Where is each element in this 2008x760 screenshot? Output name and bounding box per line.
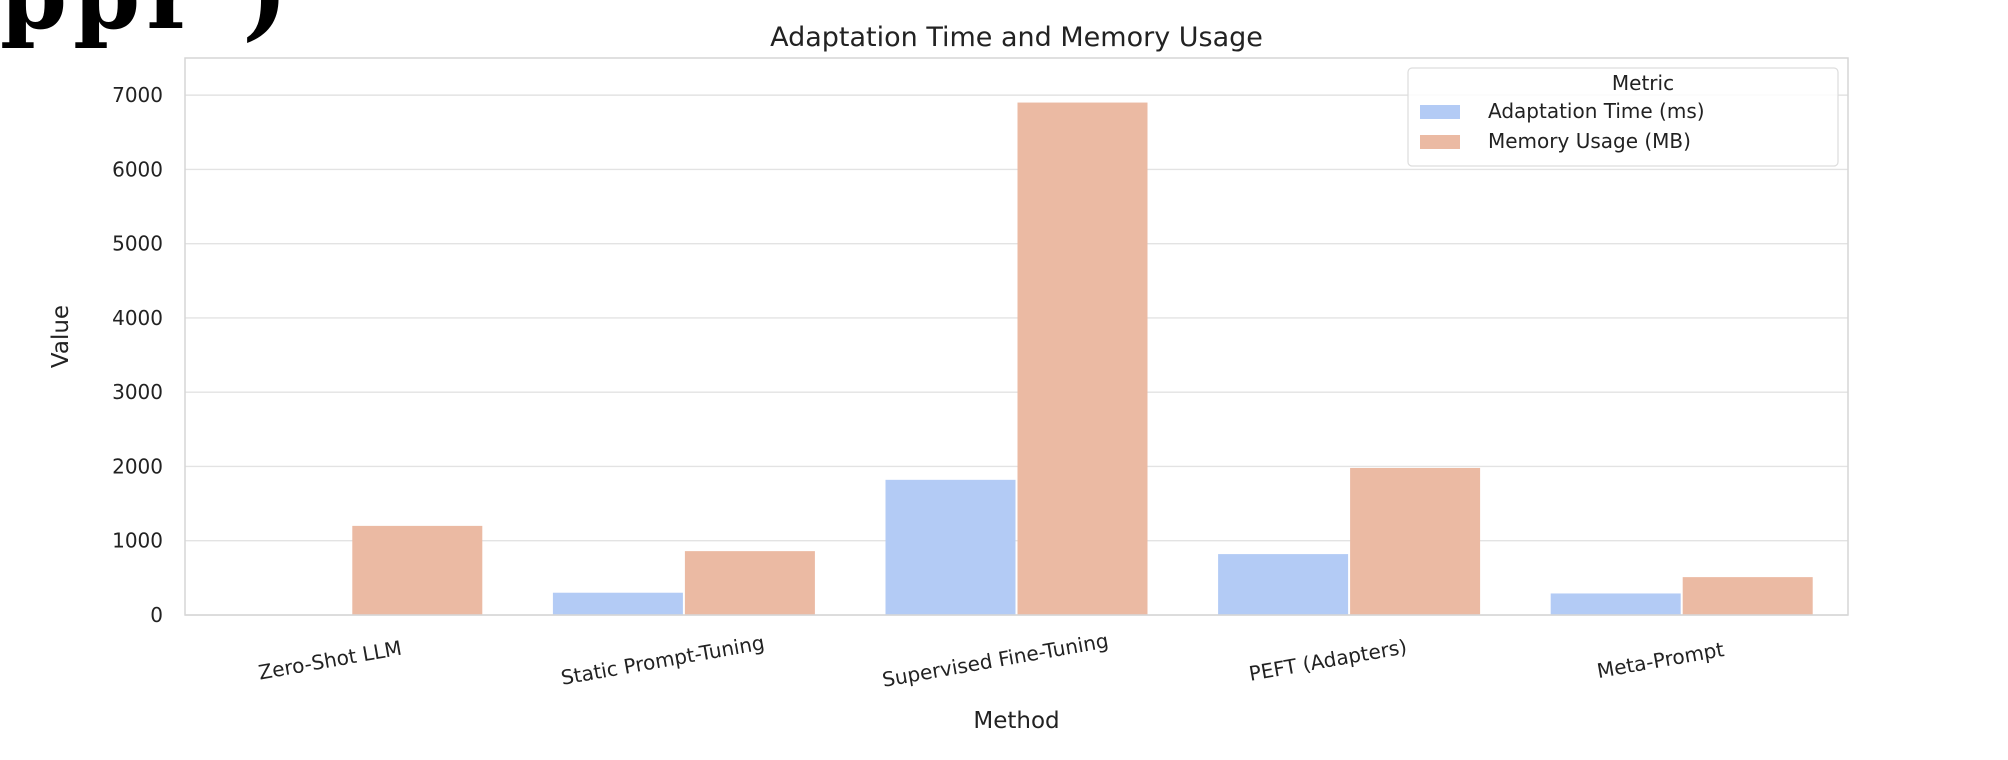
- bar-memory-usage: [684, 551, 815, 615]
- y-axis-label: Value: [48, 305, 74, 368]
- legend-swatch: [1420, 105, 1460, 119]
- bar-memory-usage: [1350, 467, 1481, 615]
- x-tick-label: Zero-Shot LLM: [257, 636, 404, 685]
- legend: Metric Adaptation Time (ms) Memory Usage …: [1407, 67, 1839, 167]
- y-tick-label: 2000: [112, 454, 163, 478]
- cropped-heading-fragment: ppr ): [0, 0, 294, 51]
- bars: [352, 102, 1813, 615]
- bar-adaptation-time: [1550, 593, 1681, 615]
- bar-adaptation-time: [1218, 554, 1349, 615]
- plot-frame: [184, 57, 1849, 616]
- legend-entry-label: Adaptation Time (ms): [1488, 99, 1705, 123]
- bar-memory-usage: [352, 525, 483, 615]
- legend-swatch: [1420, 135, 1460, 149]
- y-tick-label: 1000: [112, 529, 163, 553]
- legend-title: Metric: [1612, 71, 1674, 95]
- y-tick-label: 5000: [112, 232, 163, 256]
- x-tick-label: Static Prompt-Tuning: [559, 630, 766, 689]
- bar-memory-usage: [1682, 577, 1813, 615]
- x-tick-labels: Zero-Shot LLM Static Prompt-Tuning Supervi…: [257, 628, 1726, 691]
- x-tick-label: PEFT (Adapters): [1247, 634, 1409, 685]
- bar-adaptation-time: [552, 592, 683, 615]
- x-axis-label: Method: [973, 708, 1059, 734]
- y-tick-label: 4000: [112, 306, 163, 330]
- bar-adaptation-time: [885, 479, 1016, 615]
- legend-box: [1407, 67, 1839, 167]
- y-tick-label: 7000: [112, 83, 163, 107]
- x-tick-label: Meta-Prompt: [1595, 637, 1726, 683]
- y-tick-label: 3000: [112, 380, 163, 404]
- x-tick-label: Supervised Fine-Tuning: [880, 628, 1110, 691]
- bar-memory-usage: [1017, 102, 1148, 615]
- chart-title: Adaptation Time and Memory Usage: [770, 22, 1263, 53]
- legend-entries: Adaptation Time (ms) Memory Usage (MB): [1420, 99, 1705, 153]
- y-tick-label: 6000: [112, 157, 163, 181]
- y-tick-label: 0: [150, 603, 163, 627]
- legend-entry-label: Memory Usage (MB): [1488, 129, 1691, 153]
- y-tick-labels: 0 1000 2000 3000 4000 5000 6000 7000: [112, 83, 163, 627]
